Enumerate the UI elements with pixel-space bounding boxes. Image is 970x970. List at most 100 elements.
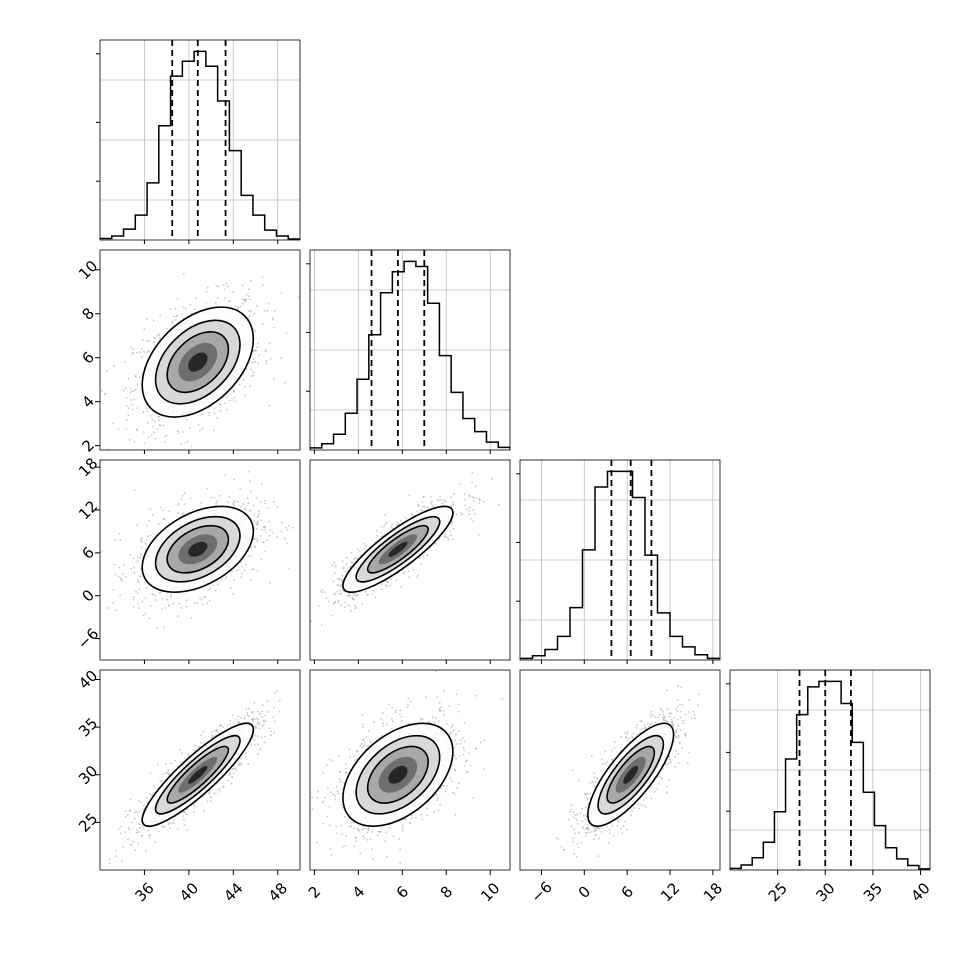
sample-point	[412, 568, 415, 571]
sample-point	[170, 593, 172, 596]
sample-point	[268, 727, 271, 730]
sample-point	[291, 526, 294, 529]
sample-point	[128, 439, 131, 441]
sample-point	[348, 594, 351, 597]
sample-point	[332, 580, 335, 583]
sample-point	[229, 723, 231, 725]
sample-point	[250, 546, 252, 549]
sample-point	[456, 513, 458, 516]
sample-point	[245, 368, 248, 371]
sample-point	[326, 815, 328, 818]
sample-point	[168, 510, 171, 513]
sample-point	[136, 407, 139, 409]
sample-point	[196, 746, 199, 749]
density-contour	[388, 541, 408, 557]
sample-point	[150, 414, 152, 417]
sample-point	[161, 608, 164, 611]
y-tick-label: 40	[75, 667, 101, 693]
sample-point	[210, 496, 213, 499]
sample-point	[170, 595, 173, 598]
sample-point	[252, 374, 254, 377]
sample-point	[447, 536, 449, 539]
sample-point	[112, 589, 115, 591]
sample-point	[158, 523, 160, 525]
sample-point	[233, 500, 236, 502]
sample-point	[227, 501, 229, 504]
sample-point	[458, 482, 461, 485]
sample-point	[326, 787, 329, 790]
sample-point	[273, 377, 275, 380]
sample-point	[284, 538, 286, 541]
sample-point	[372, 858, 374, 860]
y-tick-label: −6	[74, 625, 102, 653]
sample-point	[146, 410, 149, 413]
sample-point	[136, 351, 139, 354]
sample-point	[361, 714, 364, 716]
sample-point	[327, 600, 330, 603]
sample-point	[469, 765, 472, 767]
sample-point	[136, 592, 139, 594]
sample-point	[138, 376, 141, 378]
sample-point	[364, 545, 367, 548]
sample-point	[478, 502, 481, 504]
sample-point	[136, 579, 139, 582]
sample-point	[436, 799, 439, 802]
sample-point	[107, 607, 110, 609]
sample-point	[288, 524, 290, 527]
sample-point	[143, 350, 145, 353]
sample-point	[234, 400, 237, 403]
sample-point	[131, 352, 133, 355]
sample-point	[345, 563, 348, 566]
sample-point	[200, 741, 203, 744]
sample-point	[219, 788, 222, 790]
sample-point	[159, 337, 161, 340]
sample-point	[383, 525, 385, 528]
sample-point	[464, 504, 467, 507]
sample-point	[187, 753, 190, 756]
sample-point	[210, 734, 213, 737]
sample-point	[472, 497, 475, 499]
sample-point	[388, 703, 390, 706]
sample-point	[154, 437, 157, 440]
sample-point	[248, 510, 251, 513]
sample-point	[264, 502, 267, 505]
sample-point	[193, 308, 196, 311]
sample-point	[166, 327, 169, 330]
sample-point	[269, 357, 272, 360]
sample-point	[449, 530, 452, 533]
sample-point	[189, 427, 192, 429]
sample-point	[390, 578, 392, 581]
sample-point	[271, 531, 274, 534]
sample-point	[264, 741, 267, 744]
panel-frame	[99, 669, 301, 871]
sample-point	[136, 560, 139, 562]
sample-point	[208, 411, 211, 414]
sample-point	[219, 403, 222, 406]
density-contour	[188, 352, 208, 372]
sample-point	[146, 422, 149, 424]
sample-point	[268, 303, 270, 305]
sample-point	[355, 594, 357, 597]
sample-point	[253, 545, 256, 548]
sample-point	[134, 811, 137, 814]
sample-point	[331, 760, 334, 762]
sample-point	[423, 495, 425, 497]
sample-point	[451, 724, 454, 727]
sample-point	[402, 827, 404, 830]
sample-point	[174, 318, 177, 321]
sample-point	[250, 375, 253, 378]
sample-point	[260, 482, 263, 485]
sample-point	[380, 583, 383, 585]
sample-point	[113, 364, 115, 367]
sample-point	[321, 591, 324, 594]
sample-point	[276, 689, 278, 692]
sample-point	[157, 830, 160, 833]
sample-point	[386, 581, 389, 584]
sample-point	[435, 717, 437, 720]
sample-point	[328, 824, 331, 827]
sample-point	[239, 757, 242, 760]
sample-point	[376, 530, 378, 532]
sample-point	[263, 720, 265, 723]
sample-point	[420, 813, 423, 816]
sample-point	[136, 828, 139, 831]
